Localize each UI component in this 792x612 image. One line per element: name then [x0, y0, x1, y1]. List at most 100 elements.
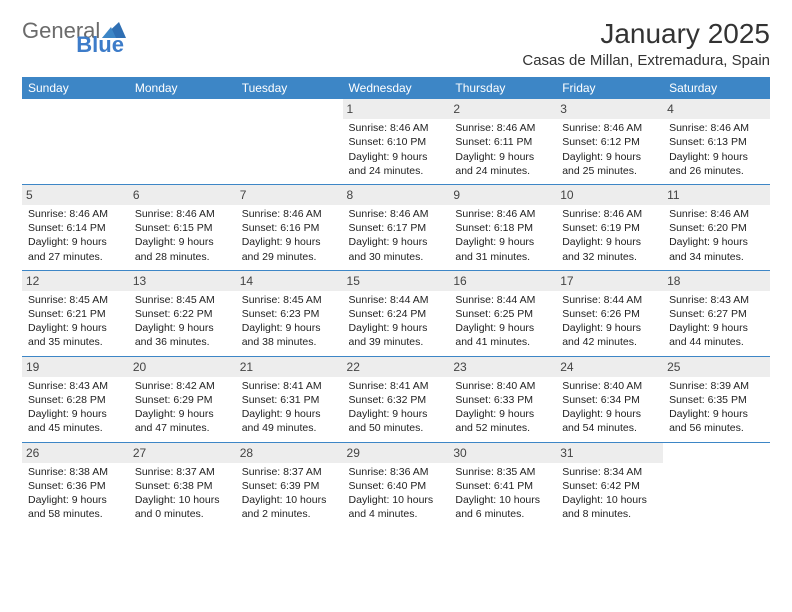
sunset-text: Sunset: 6:19 PM — [562, 221, 657, 235]
daylight-text: Daylight: 9 hours — [455, 235, 550, 249]
day-number: 4 — [663, 99, 770, 119]
day-cell: 19Sunrise: 8:43 AMSunset: 6:28 PMDayligh… — [22, 356, 129, 442]
day-number: 1 — [343, 99, 450, 119]
daylight-text: Daylight: 9 hours — [349, 150, 444, 164]
day-number: 30 — [449, 443, 556, 463]
daylight-text: Daylight: 9 hours — [135, 407, 230, 421]
sunrise-text: Sunrise: 8:37 AM — [242, 465, 337, 479]
day-cell: 12Sunrise: 8:45 AMSunset: 6:21 PMDayligh… — [22, 270, 129, 356]
sunset-text: Sunset: 6:35 PM — [669, 393, 764, 407]
day-cell: 11Sunrise: 8:46 AMSunset: 6:20 PMDayligh… — [663, 184, 770, 270]
day-cell: 9Sunrise: 8:46 AMSunset: 6:18 PMDaylight… — [449, 184, 556, 270]
sunset-text: Sunset: 6:26 PM — [562, 307, 657, 321]
day-number: 27 — [129, 443, 236, 463]
sunset-text: Sunset: 6:32 PM — [349, 393, 444, 407]
sunset-text: Sunset: 6:13 PM — [669, 135, 764, 149]
week-row: 19Sunrise: 8:43 AMSunset: 6:28 PMDayligh… — [22, 356, 770, 442]
sunset-text: Sunset: 6:11 PM — [455, 135, 550, 149]
day-number: 12 — [22, 271, 129, 291]
daylight-text: and 35 minutes. — [28, 335, 123, 349]
daylight-text: and 31 minutes. — [455, 250, 550, 264]
sunrise-text: Sunrise: 8:40 AM — [455, 379, 550, 393]
day-cell: 1Sunrise: 8:46 AMSunset: 6:10 PMDaylight… — [343, 99, 450, 184]
daylight-text: Daylight: 9 hours — [669, 407, 764, 421]
daylight-text: and 47 minutes. — [135, 421, 230, 435]
col-monday: Monday — [129, 77, 236, 99]
day-number: 13 — [129, 271, 236, 291]
sunset-text: Sunset: 6:15 PM — [135, 221, 230, 235]
sunrise-text: Sunrise: 8:37 AM — [135, 465, 230, 479]
day-number: 26 — [22, 443, 129, 463]
week-row: 1Sunrise: 8:46 AMSunset: 6:10 PMDaylight… — [22, 99, 770, 184]
sunrise-text: Sunrise: 8:34 AM — [562, 465, 657, 479]
daylight-text: and 30 minutes. — [349, 250, 444, 264]
day-cell: 6Sunrise: 8:46 AMSunset: 6:15 PMDaylight… — [129, 184, 236, 270]
day-cell: 4Sunrise: 8:46 AMSunset: 6:13 PMDaylight… — [663, 99, 770, 184]
sunset-text: Sunset: 6:20 PM — [669, 221, 764, 235]
day-number: 17 — [556, 271, 663, 291]
day-cell: 15Sunrise: 8:44 AMSunset: 6:24 PMDayligh… — [343, 270, 450, 356]
day-cell — [663, 442, 770, 527]
sunrise-text: Sunrise: 8:46 AM — [455, 207, 550, 221]
day-number: 20 — [129, 357, 236, 377]
sunset-text: Sunset: 6:39 PM — [242, 479, 337, 493]
daylight-text: Daylight: 9 hours — [28, 493, 123, 507]
day-number: 18 — [663, 271, 770, 291]
day-number: 10 — [556, 185, 663, 205]
day-cell: 21Sunrise: 8:41 AMSunset: 6:31 PMDayligh… — [236, 356, 343, 442]
col-friday: Friday — [556, 77, 663, 99]
day-number: 8 — [343, 185, 450, 205]
weekday-header-row: Sunday Monday Tuesday Wednesday Thursday… — [22, 77, 770, 99]
sunset-text: Sunset: 6:17 PM — [349, 221, 444, 235]
day-number: 19 — [22, 357, 129, 377]
daylight-text: and 44 minutes. — [669, 335, 764, 349]
day-cell: 24Sunrise: 8:40 AMSunset: 6:34 PMDayligh… — [556, 356, 663, 442]
sunrise-text: Sunrise: 8:46 AM — [242, 207, 337, 221]
sunrise-text: Sunrise: 8:35 AM — [455, 465, 550, 479]
page-title: January 2025 — [522, 18, 770, 50]
sunrise-text: Sunrise: 8:44 AM — [455, 293, 550, 307]
daylight-text: Daylight: 9 hours — [455, 407, 550, 421]
sunset-text: Sunset: 6:34 PM — [562, 393, 657, 407]
daylight-text: and 52 minutes. — [455, 421, 550, 435]
daylight-text: and 6 minutes. — [455, 507, 550, 521]
daylight-text: and 24 minutes. — [455, 164, 550, 178]
daylight-text: and 36 minutes. — [135, 335, 230, 349]
header: General Blue January 2025 Casas de Milla… — [22, 18, 770, 69]
daylight-text: and 27 minutes. — [28, 250, 123, 264]
day-number: 24 — [556, 357, 663, 377]
day-cell: 16Sunrise: 8:44 AMSunset: 6:25 PMDayligh… — [449, 270, 556, 356]
daylight-text: and 28 minutes. — [135, 250, 230, 264]
daylight-text: Daylight: 9 hours — [349, 407, 444, 421]
daylight-text: Daylight: 9 hours — [455, 150, 550, 164]
sunrise-text: Sunrise: 8:41 AM — [349, 379, 444, 393]
day-number: 16 — [449, 271, 556, 291]
day-number: 2 — [449, 99, 556, 119]
daylight-text: and 38 minutes. — [242, 335, 337, 349]
daylight-text: Daylight: 9 hours — [242, 407, 337, 421]
sunrise-text: Sunrise: 8:41 AM — [242, 379, 337, 393]
sunset-text: Sunset: 6:38 PM — [135, 479, 230, 493]
sunrise-text: Sunrise: 8:46 AM — [135, 207, 230, 221]
sunset-text: Sunset: 6:16 PM — [242, 221, 337, 235]
sunrise-text: Sunrise: 8:46 AM — [669, 207, 764, 221]
day-cell: 5Sunrise: 8:46 AMSunset: 6:14 PMDaylight… — [22, 184, 129, 270]
week-row: 12Sunrise: 8:45 AMSunset: 6:21 PMDayligh… — [22, 270, 770, 356]
calendar-table: Sunday Monday Tuesday Wednesday Thursday… — [22, 77, 770, 527]
sunrise-text: Sunrise: 8:46 AM — [349, 207, 444, 221]
day-number: 5 — [22, 185, 129, 205]
sunset-text: Sunset: 6:41 PM — [455, 479, 550, 493]
sunrise-text: Sunrise: 8:39 AM — [669, 379, 764, 393]
day-cell: 17Sunrise: 8:44 AMSunset: 6:26 PMDayligh… — [556, 270, 663, 356]
sunrise-text: Sunrise: 8:40 AM — [562, 379, 657, 393]
daylight-text: Daylight: 9 hours — [455, 321, 550, 335]
day-cell: 26Sunrise: 8:38 AMSunset: 6:36 PMDayligh… — [22, 442, 129, 527]
day-cell: 3Sunrise: 8:46 AMSunset: 6:12 PMDaylight… — [556, 99, 663, 184]
day-number: 9 — [449, 185, 556, 205]
daylight-text: and 50 minutes. — [349, 421, 444, 435]
daylight-text: Daylight: 9 hours — [669, 321, 764, 335]
sunrise-text: Sunrise: 8:45 AM — [135, 293, 230, 307]
daylight-text: Daylight: 10 hours — [135, 493, 230, 507]
daylight-text: and 42 minutes. — [562, 335, 657, 349]
daylight-text: and 2 minutes. — [242, 507, 337, 521]
